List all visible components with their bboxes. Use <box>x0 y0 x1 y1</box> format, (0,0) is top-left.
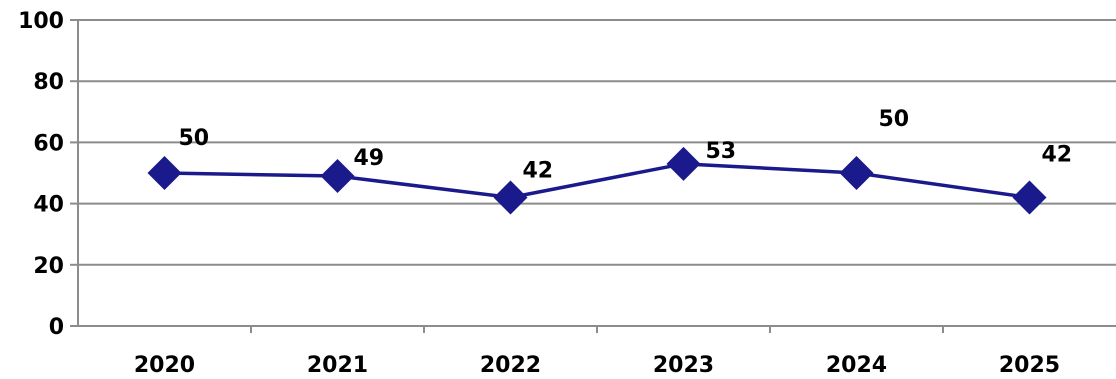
y-tick-labels: 0 20 40 60 80 100 <box>18 9 64 340</box>
data-labels: 50 49 42 53 50 42 <box>179 107 1073 183</box>
data-label: 49 <box>354 146 385 171</box>
y-tick-label: 20 <box>33 254 64 279</box>
data-point-marker <box>147 156 182 190</box>
data-point-marker <box>839 156 874 190</box>
data-point-marker <box>320 159 355 194</box>
x-tick-labels: 2020 2021 2022 2023 2024 2025 <box>134 353 1060 378</box>
grid-layer <box>78 19 1116 266</box>
data-label: 50 <box>879 107 910 132</box>
data-point-marker <box>666 146 701 181</box>
x-tick-label: 2025 <box>999 353 1060 378</box>
data-label: 42 <box>1042 142 1073 167</box>
series-line <box>164 162 1030 200</box>
x-tick-label: 2022 <box>480 353 541 378</box>
x-tick-label: 2023 <box>653 353 714 378</box>
axis-layer <box>70 19 1116 333</box>
x-tick-label: 2021 <box>307 353 368 378</box>
data-point-marker <box>493 180 528 215</box>
y-tick-label: 60 <box>33 131 64 156</box>
data-point-marker <box>1012 180 1047 215</box>
y-tick-label: 100 <box>18 9 64 34</box>
series-layer <box>164 162 1030 200</box>
y-tick-label: 80 <box>33 70 64 95</box>
data-label: 53 <box>706 139 737 164</box>
marker-layer <box>147 146 1047 215</box>
data-label: 50 <box>179 126 210 151</box>
data-label: 42 <box>523 158 554 183</box>
x-tick-label: 2020 <box>134 353 195 378</box>
y-tick-label: 40 <box>33 193 64 218</box>
y-tick-label: 0 <box>49 315 64 340</box>
x-tick-label: 2024 <box>826 353 887 378</box>
